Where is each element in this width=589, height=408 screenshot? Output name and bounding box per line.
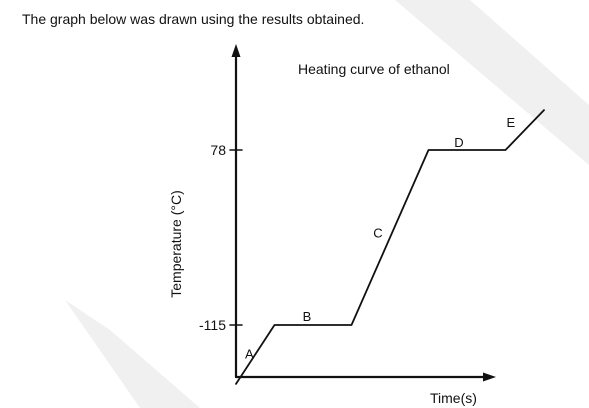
segment-label-c: C [373, 226, 382, 241]
y-tick-label: -115 [199, 317, 226, 333]
y-axis-arrow [231, 44, 241, 57]
watermark-stripe-top [395, 0, 589, 165]
y-axis-label: Temperature (°C) [168, 190, 184, 298]
watermark-stripe-bottom [65, 300, 200, 408]
segment-label-e: E [506, 115, 515, 130]
x-axis-label: Time(s) [430, 390, 477, 406]
watermark [65, 0, 589, 408]
intro-text: The graph below was drawn using the resu… [22, 11, 365, 27]
segment-label-a: A [245, 347, 254, 362]
chart-title: Heating curve of ethanol [298, 61, 450, 77]
y-tick-label: 78 [210, 142, 226, 158]
heating-curve-line [235, 109, 545, 385]
y-axis-ticks: -115 78 [199, 142, 243, 333]
segment-label-d: D [454, 135, 463, 150]
segment-labels: A B C D E [245, 115, 515, 361]
segment-label-b: B [303, 309, 312, 324]
x-axis-arrow [483, 372, 496, 382]
